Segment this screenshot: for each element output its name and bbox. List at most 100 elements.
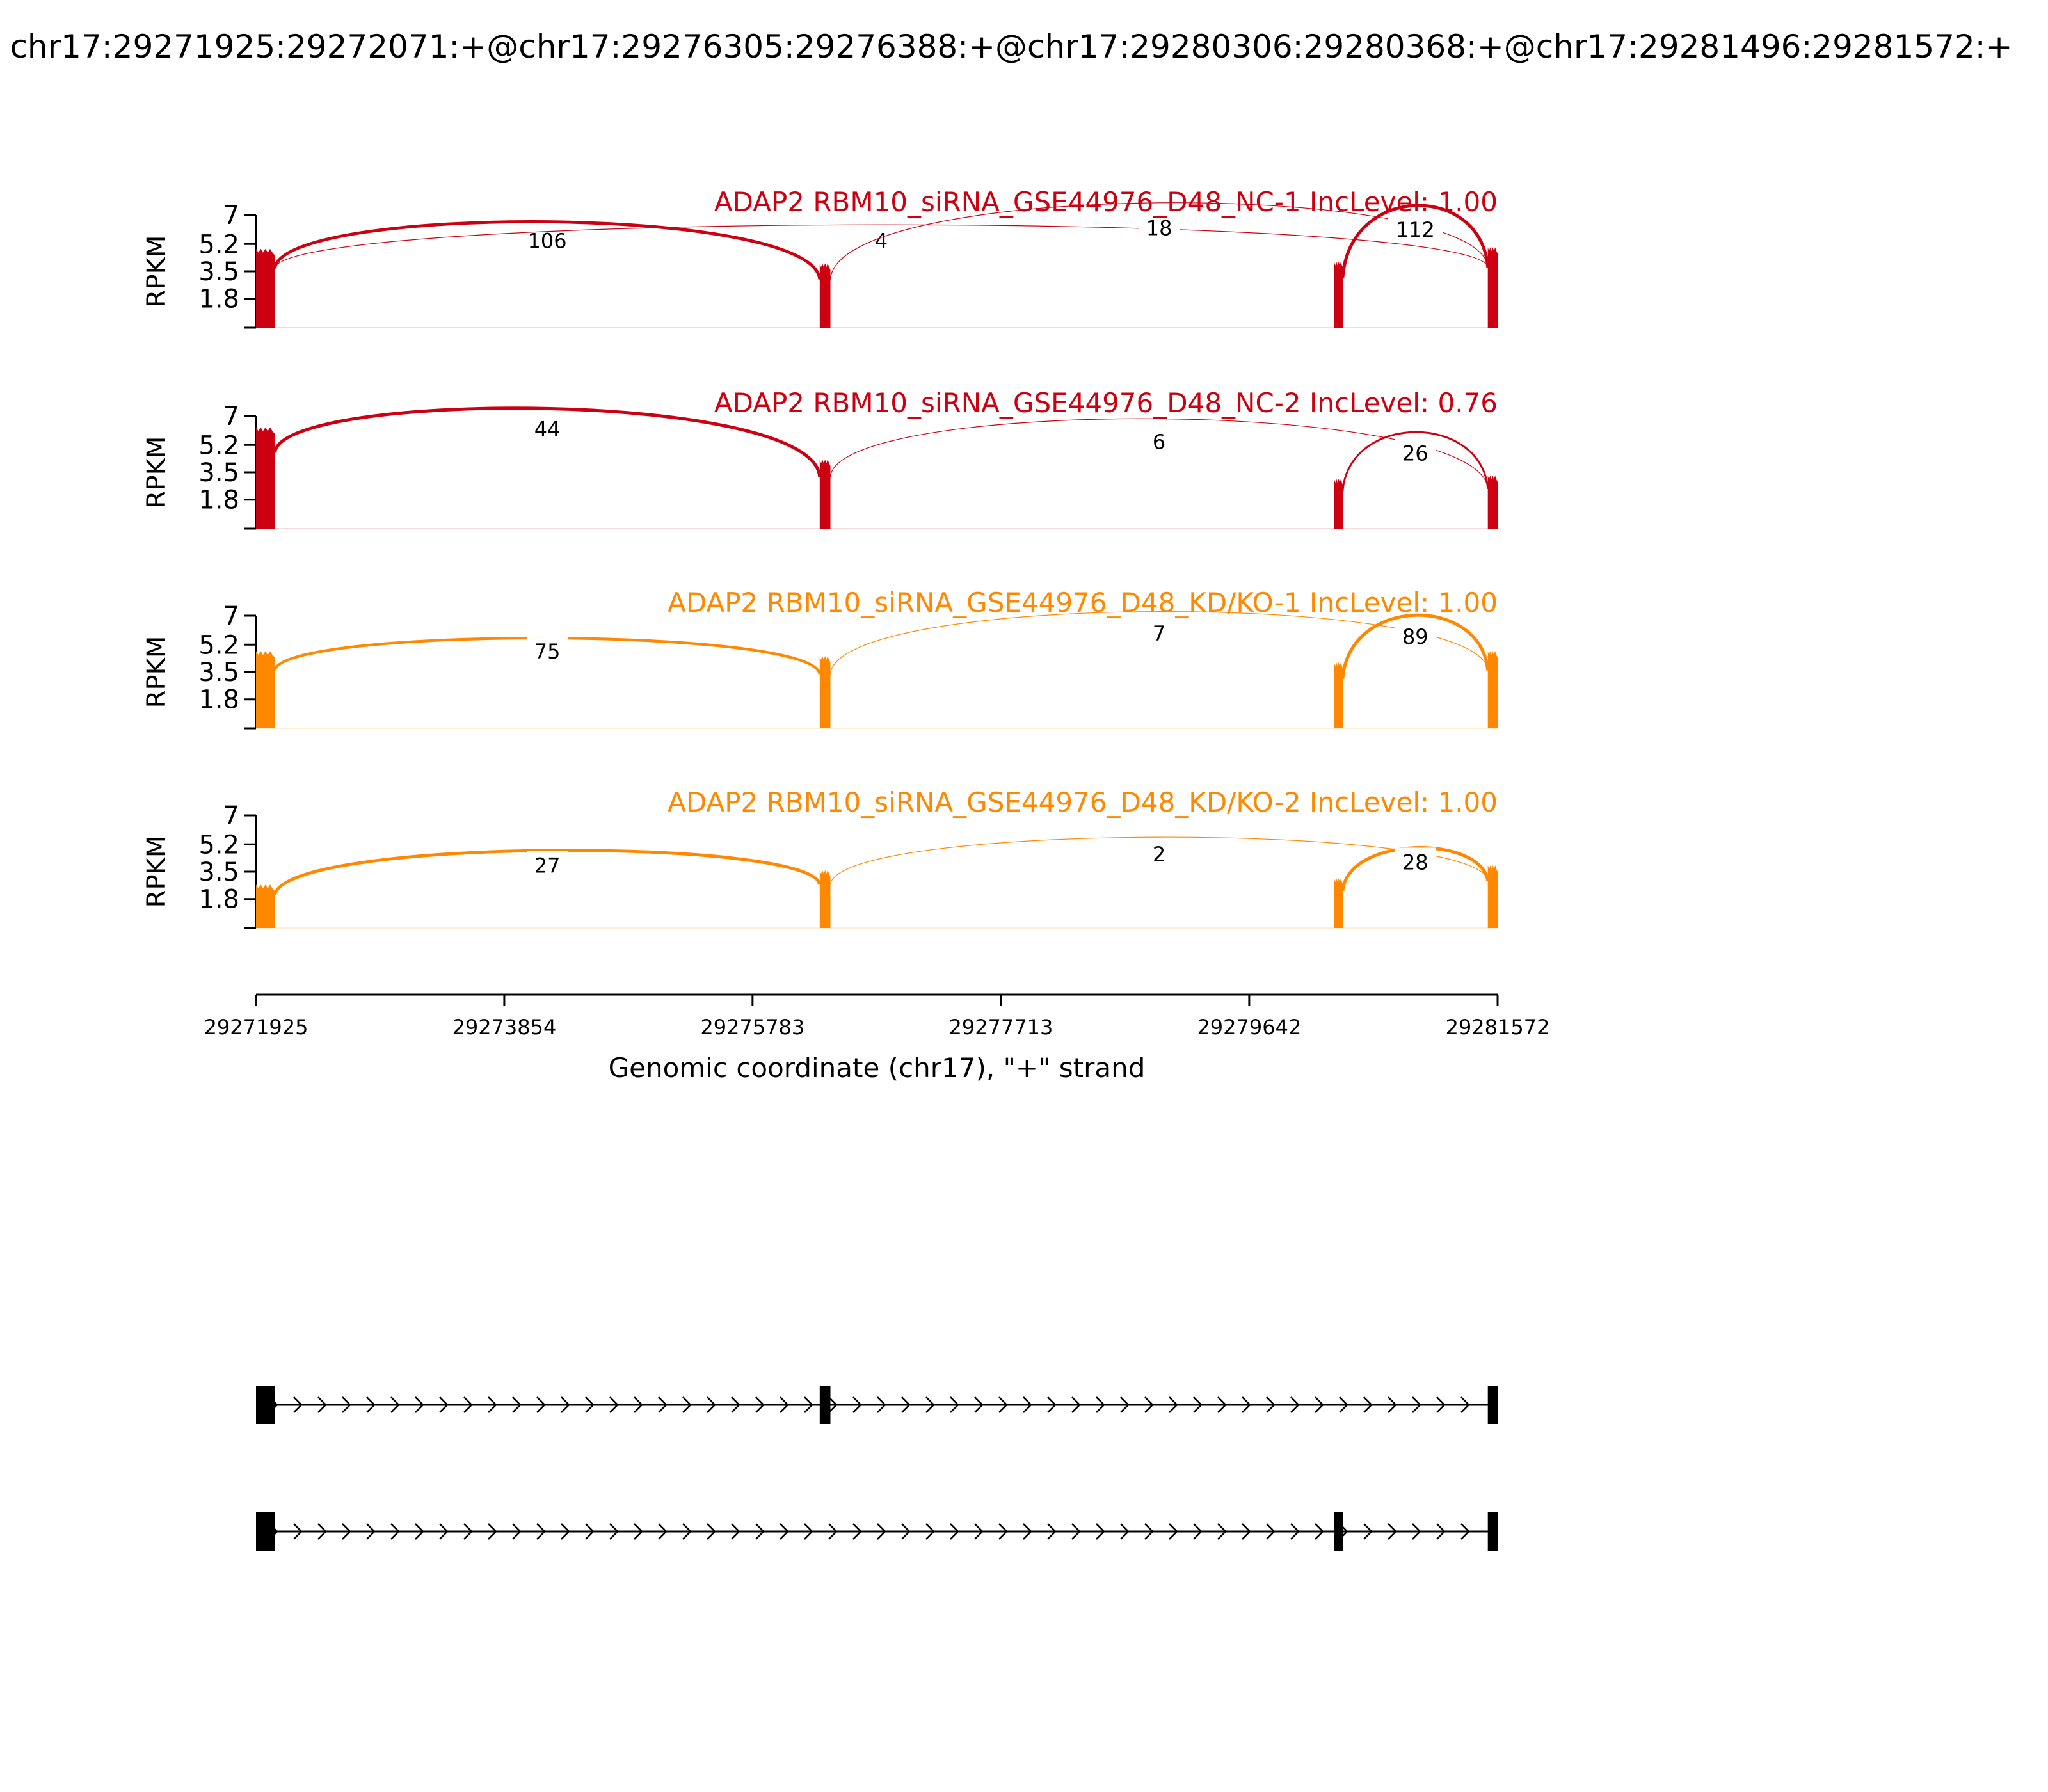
strand-arrow: [463, 1396, 473, 1413]
exon-coverage-bar: [1487, 651, 1498, 728]
track-title: ADAP2 RBM10_siRNA_GSE44976_D48_KD/KO-1 I…: [668, 587, 1498, 618]
strand-arrow: [1290, 1396, 1300, 1413]
y-tick-label: 1.8: [198, 486, 239, 515]
strand-arrow: [828, 1396, 838, 1413]
junction-arc: [274, 224, 1489, 269]
chart-title: chr17:29271925:29272071:+@chr17:29276305…: [10, 28, 2012, 65]
strand-arrow: [1315, 1523, 1324, 1540]
y-tick-label: 3.5: [198, 658, 239, 687]
strand-arrow: [609, 1396, 619, 1413]
strand-arrow: [488, 1523, 497, 1540]
strand-arrow: [390, 1523, 400, 1540]
strand-arrow: [731, 1523, 740, 1540]
strand-arrow: [439, 1523, 449, 1540]
exon-coverage-bar: [819, 870, 831, 928]
strand-arrow: [463, 1523, 473, 1540]
strand-arrow: [342, 1523, 351, 1540]
track-title: ADAP2 RBM10_siRNA_GSE44976_D48_NC-1 IncL…: [714, 186, 1498, 218]
strand-arrow: [317, 1396, 327, 1413]
junction-count-label: 27: [534, 853, 561, 877]
strand-arrow: [585, 1396, 595, 1413]
strand-arrow: [366, 1523, 376, 1540]
strand-arrow: [682, 1396, 692, 1413]
x-tick-label: 29279642: [1197, 1015, 1301, 1039]
strand-arrow: [658, 1396, 668, 1413]
y-tick-label: 5.2: [198, 630, 239, 660]
junction-arc: [273, 849, 822, 896]
x-tick-label: 29277713: [949, 1015, 1053, 1039]
strand-arrow: [512, 1396, 522, 1413]
junction-arc: [829, 202, 1489, 280]
exon-coverage-bar: [1487, 865, 1498, 928]
y-tick-label: 1.8: [198, 685, 239, 715]
strand-arrow: [998, 1396, 1008, 1413]
strand-arrow: [415, 1523, 424, 1540]
strand-arrow: [1193, 1523, 1203, 1540]
junction-arc: [829, 836, 1489, 885]
junction-count-label: 6: [1153, 430, 1165, 454]
junction-count-label: 112: [1396, 218, 1435, 242]
y-tick-label: 5.2: [198, 230, 239, 259]
strand-arrow: [1363, 1523, 1373, 1540]
exon-coverage-bar: [819, 655, 831, 728]
strand-arrow: [780, 1396, 789, 1413]
strand-arrow: [415, 1396, 424, 1413]
y-tick-label: 3.5: [198, 458, 239, 488]
strand-arrow: [901, 1396, 911, 1413]
strand-arrow: [877, 1523, 886, 1540]
y-tick-label: 5.2: [198, 431, 239, 460]
exon-coverage-bar: [256, 884, 275, 928]
gene-model: [256, 1386, 1498, 1551]
strand-arrow: [1193, 1396, 1203, 1413]
strand-arrow: [974, 1396, 984, 1413]
junction-arc: [1341, 431, 1489, 492]
strand-arrow: [1071, 1396, 1081, 1413]
junction-label-bg: [1388, 215, 1443, 241]
y-tick-label: 3.5: [198, 257, 239, 287]
exon-block: [819, 1386, 831, 1424]
junction-label-bg: [527, 414, 568, 440]
exon-coverage-bar: [819, 459, 831, 529]
strand-arrow: [707, 1396, 716, 1413]
strand-arrow: [536, 1396, 546, 1413]
junction-label-bg: [1146, 839, 1173, 865]
y-axis-label: RPKM: [142, 636, 172, 708]
strand-arrow: [1460, 1396, 1470, 1413]
y-axis-label: RPKM: [142, 236, 172, 308]
strand-arrow: [512, 1523, 522, 1540]
strand-arrow: [852, 1523, 862, 1540]
strand-arrow: [1388, 1523, 1397, 1540]
strand-arrow: [561, 1523, 570, 1540]
strand-arrow: [1120, 1523, 1130, 1540]
x-tick-label: 29273854: [452, 1015, 556, 1039]
strand-arrow: [1071, 1523, 1081, 1540]
strand-arrow: [755, 1396, 765, 1413]
strand-arrow: [1266, 1523, 1276, 1540]
strand-arrow: [780, 1523, 789, 1540]
strand-arrow: [488, 1396, 497, 1413]
strand-arrow: [1169, 1523, 1178, 1540]
strand-arrow: [804, 1396, 813, 1413]
track-title: ADAP2 RBM10_siRNA_GSE44976_D48_KD/KO-2 I…: [668, 787, 1498, 818]
strand-arrow: [317, 1523, 327, 1540]
exon-coverage-bar: [1334, 662, 1343, 728]
strand-arrow: [682, 1523, 692, 1540]
track-panel: 75.23.51.8 RPKM 44 6 26 ADAP2 RBM10_siRNA_GSE…: [142, 387, 1498, 530]
strand-arrow: [1242, 1396, 1251, 1413]
junction-label-bg: [1146, 619, 1173, 645]
junction-count-label: 2: [1153, 842, 1165, 867]
junction-count-label: 75: [534, 639, 561, 664]
strand-arrow: [1388, 1396, 1397, 1413]
y-tick-label: 7: [223, 402, 239, 431]
y-tick-label: 5.2: [198, 830, 239, 860]
strand-arrow: [901, 1523, 911, 1540]
junction-arc: [1341, 204, 1490, 278]
strand-arrow: [998, 1523, 1008, 1540]
strand-arrow: [1242, 1523, 1251, 1540]
x-axis: 29271925 29273854 29275783 29277713 29279642…: [204, 993, 1549, 1039]
exon-block: [1487, 1512, 1498, 1551]
strand-arrow: [1290, 1523, 1300, 1540]
junction-label-bg: [1395, 438, 1436, 465]
